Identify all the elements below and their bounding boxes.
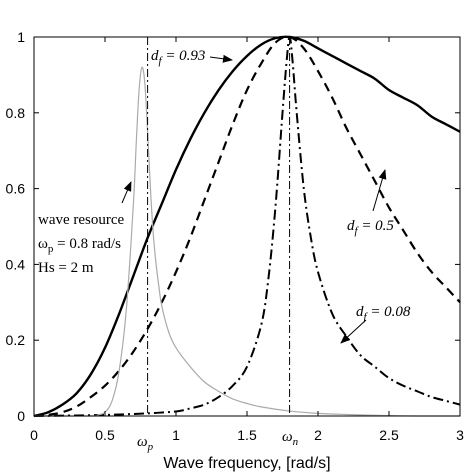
y-tick-label: 0 xyxy=(17,408,25,424)
annotation-df-05-arrow xyxy=(372,169,387,212)
omega-n-tick-label: ωn xyxy=(282,429,299,448)
x-tick-label: 3 xyxy=(456,427,464,443)
x-tick-label: 1.5 xyxy=(237,427,257,443)
annotation-df-093: df = 0.93 xyxy=(151,48,205,67)
y-tick-label: 0.2 xyxy=(6,332,26,348)
y-tick-label: 1 xyxy=(17,29,25,45)
series-layer xyxy=(33,35,461,418)
annotation-df-008-arrow xyxy=(340,319,367,344)
wave-resource-annotation: wave resource ωp = 0.8 rad/s Hs = 2 m xyxy=(38,212,125,276)
series-line-2 xyxy=(33,36,461,417)
annotation-df-093-arrow xyxy=(209,54,233,63)
wave-resource-hs: Hs = 2 m xyxy=(38,260,94,276)
annotation-df-05: df = 0.5 xyxy=(347,218,394,237)
annotation-df-008: df = 0.08 xyxy=(356,304,411,323)
x-tick-label: 1 xyxy=(172,427,180,443)
x-tick-label: 2.5 xyxy=(379,427,399,443)
tick-layer: 0 0.5 1 1.5 2 2.5 3 0 0.2 0.4 0.6 0.8 1 xyxy=(6,29,465,443)
wave-resource-label: wave resource xyxy=(38,212,125,228)
x-axis-label: Wave frequency, [rad/s] xyxy=(163,455,330,472)
y-tick-label: 0.6 xyxy=(6,181,26,197)
y-tick-label: 0.8 xyxy=(6,105,26,121)
x-tick-label: 0 xyxy=(30,427,38,443)
wave-resource-arrow xyxy=(121,181,132,204)
y-tick-label: 0.4 xyxy=(6,256,26,272)
vline-layer xyxy=(147,37,291,416)
wave-resource-omega: ωp = 0.8 rad/s xyxy=(38,236,121,255)
x-tick-label: 0.5 xyxy=(95,427,115,443)
series-line-1 xyxy=(33,35,461,418)
series-line-3 xyxy=(33,66,461,417)
series-line-0 xyxy=(33,35,461,418)
omega-p-tick-label: ωp xyxy=(137,434,154,453)
x-tick-label: 2 xyxy=(314,427,322,443)
